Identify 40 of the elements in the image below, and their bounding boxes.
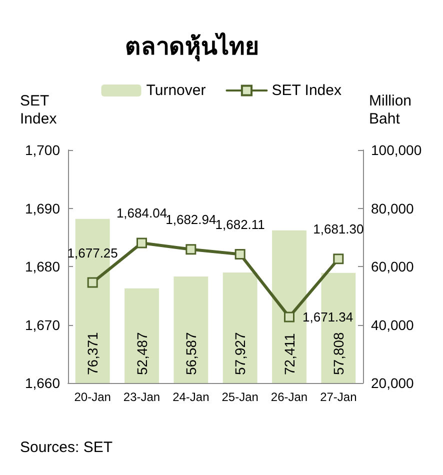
legend-label: SET Index	[272, 82, 342, 99]
y2-axis-title: Million Baht	[369, 92, 416, 128]
source-note: Sources: SET	[20, 439, 113, 456]
point	[87, 277, 98, 288]
data-label: 57,927	[232, 332, 248, 375]
x-tick-label: 23-Jan	[123, 390, 160, 404]
data-label: 1,671.34	[302, 309, 354, 324]
data-label: 57,808	[330, 332, 346, 375]
y-tick-label: 1,680	[24, 258, 60, 274]
data-label: 72,411	[281, 333, 298, 375]
data-label: 52,487	[134, 332, 150, 375]
point	[186, 244, 196, 255]
chart-title: ตลาดหุ้นไทย	[125, 32, 259, 62]
y2-tick-label: 20,000	[371, 375, 414, 391]
y2-tick-label: 60,000	[371, 258, 414, 274]
point	[234, 248, 246, 260]
y2-tick-label: 40,000	[371, 316, 414, 333]
data-label: 1,682.11	[215, 216, 265, 232]
point	[284, 312, 294, 322]
point	[333, 254, 344, 264]
y2-tick-label: 100,000	[371, 142, 422, 158]
x-tick-label: 20-Jan	[74, 390, 111, 404]
data-label: 56,587	[182, 332, 199, 375]
data-label: 1,682.94	[166, 212, 216, 228]
x-tick-label: 24-Jan	[172, 390, 210, 404]
y-tick-label: 1,700	[24, 142, 60, 158]
x-tick-label: 25-Jan	[222, 390, 258, 404]
x-tick-label: 27-Jan	[320, 390, 357, 404]
data-label: 1,684.04	[116, 206, 168, 221]
y-tick-label: 1,670	[24, 316, 60, 333]
y-tick-label: 1,690	[24, 200, 60, 216]
y-tick-label: 1,660	[24, 375, 60, 391]
y-axis-title: SET Index	[20, 92, 58, 128]
data-label: 1,677.25	[67, 245, 118, 260]
point	[136, 238, 147, 248]
legend-label: Turnover	[146, 82, 206, 99]
data-label: 1,681.30	[313, 222, 364, 237]
y2-tick-label: 80,000	[371, 200, 414, 216]
x-tick-label: 26-Jan	[270, 390, 308, 404]
data-label: 76,371	[84, 332, 101, 375]
